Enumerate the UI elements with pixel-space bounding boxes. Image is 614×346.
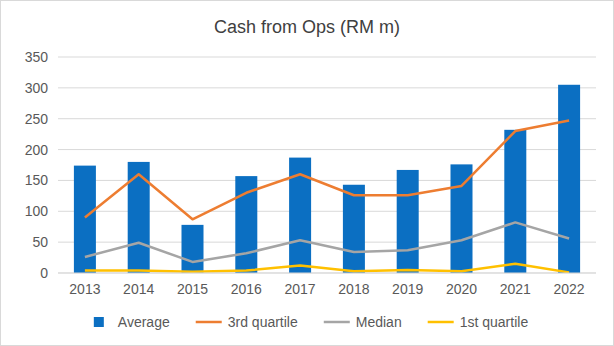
bar bbox=[343, 185, 365, 273]
legend-swatch bbox=[324, 321, 350, 324]
legend-swatch bbox=[428, 321, 454, 324]
legend-label: Average bbox=[118, 314, 170, 330]
legend-label: 3rd quartile bbox=[228, 314, 298, 330]
x-tick-label: 2018 bbox=[338, 281, 369, 297]
bar bbox=[128, 162, 150, 273]
bar bbox=[397, 170, 419, 273]
y-tick-label: 300 bbox=[25, 80, 49, 96]
grid-line bbox=[58, 118, 596, 119]
line bbox=[85, 222, 569, 261]
line bbox=[85, 264, 569, 273]
x-tick-label: 2015 bbox=[177, 281, 208, 297]
x-tick-label: 2016 bbox=[231, 281, 262, 297]
grid-line bbox=[58, 273, 596, 274]
x-tick-label: 2022 bbox=[554, 281, 585, 297]
chart-border bbox=[1, 1, 614, 346]
grid-line bbox=[58, 87, 596, 88]
bar bbox=[182, 225, 204, 273]
grid-line bbox=[58, 57, 596, 58]
bar bbox=[504, 130, 526, 273]
line bbox=[85, 121, 569, 220]
grid bbox=[58, 57, 596, 273]
x-tick-label: 2020 bbox=[446, 281, 477, 297]
x-tick-label: 2013 bbox=[69, 281, 100, 297]
legend-label: 1st quartile bbox=[460, 314, 529, 330]
x-tick-label: 2021 bbox=[500, 281, 531, 297]
legend-item: 3rd quartile bbox=[196, 314, 298, 330]
y-tick-label: 0 bbox=[40, 265, 48, 281]
x-tick-label: 2017 bbox=[285, 281, 316, 297]
x-tick-label: 2019 bbox=[392, 281, 423, 297]
legend-swatch bbox=[94, 317, 104, 327]
legend-swatch bbox=[196, 321, 222, 324]
x-axis-line bbox=[58, 273, 596, 274]
plot-marks bbox=[74, 85, 580, 273]
y-tick-label: 350 bbox=[25, 49, 49, 65]
legend: Average 3rd quartile Median 1st quartile bbox=[94, 314, 529, 330]
bar bbox=[558, 85, 580, 273]
title: Cash from Ops (RM m) bbox=[214, 17, 400, 37]
chart: Cash from Ops (RM m) 0 50 100 150 200 250 300 35… bbox=[0, 0, 614, 346]
y-tick-label: 250 bbox=[25, 111, 49, 127]
legend-item: 1st quartile bbox=[428, 314, 529, 330]
y-tick-label: 100 bbox=[25, 203, 49, 219]
chart-container: Cash from Ops (RM m) 0 50 100 150 200 250 300 35… bbox=[0, 0, 614, 346]
legend-item: Average bbox=[94, 314, 170, 330]
y-tick-label: 50 bbox=[32, 234, 48, 250]
legend-item: Median bbox=[324, 314, 402, 330]
y-tick-label: 150 bbox=[25, 172, 49, 188]
x-tick-label: 2014 bbox=[123, 281, 154, 297]
bar bbox=[451, 164, 473, 273]
y-tick-label: 200 bbox=[25, 142, 49, 158]
legend-label: Median bbox=[356, 314, 402, 330]
